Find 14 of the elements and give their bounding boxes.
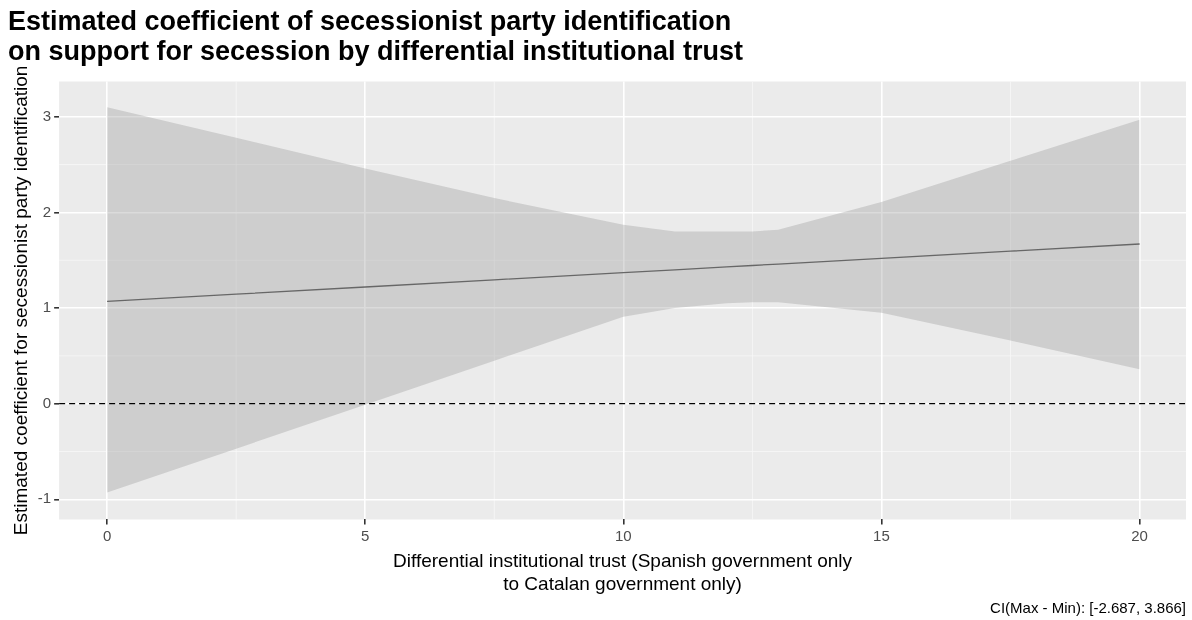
- x-tick-label: 20: [1131, 526, 1148, 544]
- y-tick-label: 0: [42, 393, 52, 411]
- y-axis-title: Estimated coefficient for secessionist party identification: [9, 65, 31, 536]
- text: CI(Max - Min): [-2.687, 3.866]: [990, 598, 1186, 616]
- x-axis-title: Differential institutional trust (Spanish government only to Catalan government only): [393, 550, 853, 594]
- y-tick-label: -1: [37, 489, 52, 507]
- x-tick-label: 15: [873, 526, 890, 544]
- y-tick-label: 2: [42, 202, 52, 220]
- x-tick-label: 0: [102, 526, 112, 544]
- x-tick-label: 10: [615, 526, 632, 544]
- chart-title: Estimated coefficient of secessionist party identification on support for secession by differential institutional trust: [8, 6, 744, 66]
- y-tick-label: 1: [42, 298, 52, 316]
- y-tick-label: 3: [42, 106, 52, 124]
- x-tick-label: 5: [361, 526, 370, 544]
